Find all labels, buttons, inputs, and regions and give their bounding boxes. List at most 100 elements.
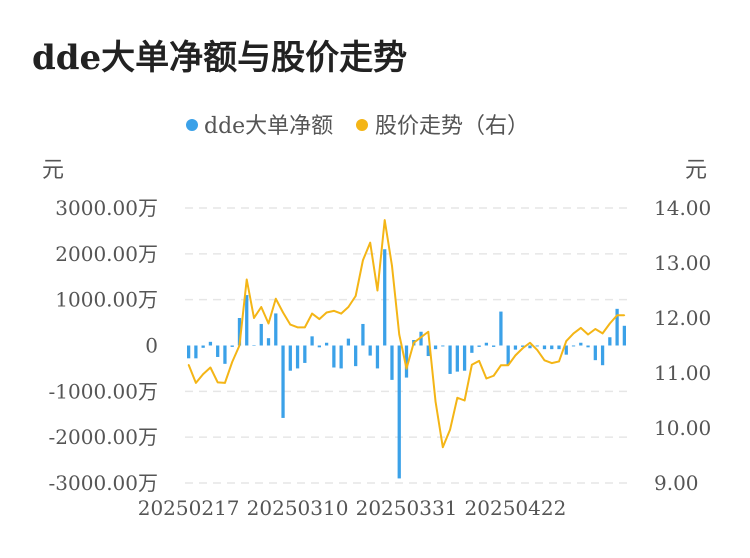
price-point: [536, 349, 539, 351]
dde-bar: [477, 345, 481, 347]
left-axis-unit: 元: [42, 158, 64, 183]
price-line-layer: [187, 219, 626, 449]
dde-bar: [216, 345, 220, 357]
left-axis-ticks: 3000.00万 2000.00万 1000.00万 0 -1000.00万 -2000.…: [49, 196, 158, 495]
dde-bar: [295, 345, 300, 369]
dde-bar: [187, 345, 191, 359]
dde-bar: [259, 323, 263, 346]
dde-bar: [600, 345, 605, 366]
dde-bar: [593, 345, 597, 361]
price-point: [623, 314, 626, 317]
dde-bar: [368, 345, 372, 356]
x-axis-ticks: 20250217 20250310 20250331 20250422: [138, 496, 567, 520]
dde-bar: [390, 345, 394, 380]
grid-lines: [185, 207, 628, 484]
price-point: [500, 364, 502, 367]
price-point: [274, 297, 277, 300]
price-point: [216, 381, 219, 384]
dde-bar: [245, 295, 249, 346]
dde-bar: [550, 345, 554, 350]
dde-bar: [404, 345, 409, 378]
right-axis-unit: 元: [685, 158, 707, 183]
dde-bar: [579, 342, 583, 346]
dde-bar: [252, 345, 256, 346]
price-point: [245, 278, 248, 281]
price-point: [463, 399, 466, 402]
dde-bar: [426, 345, 430, 357]
dde-bar: [419, 331, 423, 346]
x-tick-label: 20250331: [356, 496, 458, 520]
price-point: [398, 333, 401, 336]
x-tick-label: 20250310: [247, 496, 349, 520]
right-tick-label: 13.00: [654, 251, 711, 275]
dde-bar: [455, 345, 459, 372]
dde-bar: [266, 338, 271, 346]
price-point: [289, 323, 292, 326]
dde-bar: [535, 345, 539, 347]
price-point: [601, 332, 604, 335]
price-point: [376, 289, 379, 292]
legend-dot-price: [356, 119, 368, 131]
left-tick-label: 0: [145, 334, 158, 358]
dde-bar: [462, 345, 467, 371]
dde-bar: [310, 336, 314, 346]
price-point: [347, 306, 350, 308]
price-point: [224, 382, 226, 384]
legend-item-dde[interactable]: dde大单净额: [186, 114, 333, 139]
dde-bar: [230, 345, 234, 347]
dde-bar: [354, 345, 358, 367]
dde-bar: [615, 308, 619, 346]
left-tick-label: 2000.00万: [55, 242, 158, 266]
price-point: [616, 314, 618, 317]
right-tick-label: 9.00: [654, 471, 699, 495]
price-point: [267, 322, 270, 325]
price-point: [340, 312, 342, 315]
left-tick-label: -2000.00万: [49, 425, 158, 449]
dde-bar: [586, 345, 590, 348]
dde-bar: [622, 325, 626, 346]
price-point: [296, 326, 299, 329]
price-point: [565, 340, 568, 342]
dde-bar: [208, 341, 213, 346]
price-point: [594, 328, 597, 330]
legend-item-price[interactable]: 股价走势（右）: [356, 114, 529, 139]
legend-label-price: 股价走势（右）: [375, 114, 529, 139]
price-point: [456, 396, 459, 399]
dde-bar: [375, 345, 380, 369]
dde-bar: [361, 323, 365, 346]
left-tick-label: -1000.00万: [49, 379, 158, 403]
dde-bar: [433, 345, 438, 350]
left-tick-label: 3000.00万: [55, 196, 158, 220]
price-point: [587, 333, 589, 336]
price-point: [383, 219, 386, 221]
price-point: [260, 306, 263, 308]
price-point: [580, 327, 582, 329]
dde-bar: [281, 345, 285, 418]
right-tick-label: 11.00: [654, 361, 711, 385]
dde-bar: [383, 249, 387, 346]
left-tick-label: -3000.00万: [49, 471, 158, 495]
dde-bar: [448, 345, 452, 374]
dde-bar: [324, 342, 329, 346]
dde-bar: [608, 337, 612, 346]
dde-bar: [521, 345, 525, 347]
dde-bar: [492, 345, 496, 347]
dde-bar: [542, 345, 547, 350]
price-point: [514, 354, 517, 357]
price-point: [391, 264, 393, 267]
price-point: [253, 317, 255, 319]
right-tick-label: 12.00: [654, 306, 711, 330]
price-point: [202, 373, 204, 375]
price-point: [420, 336, 422, 339]
price-point: [529, 341, 531, 344]
price-point: [282, 311, 284, 314]
dde-bar: [557, 345, 561, 350]
dde-bar: [571, 345, 576, 347]
price-point: [543, 359, 546, 362]
dde-bar: [513, 345, 518, 350]
price-point: [412, 341, 415, 344]
price-point: [311, 312, 313, 315]
dde-bar: [237, 318, 242, 346]
